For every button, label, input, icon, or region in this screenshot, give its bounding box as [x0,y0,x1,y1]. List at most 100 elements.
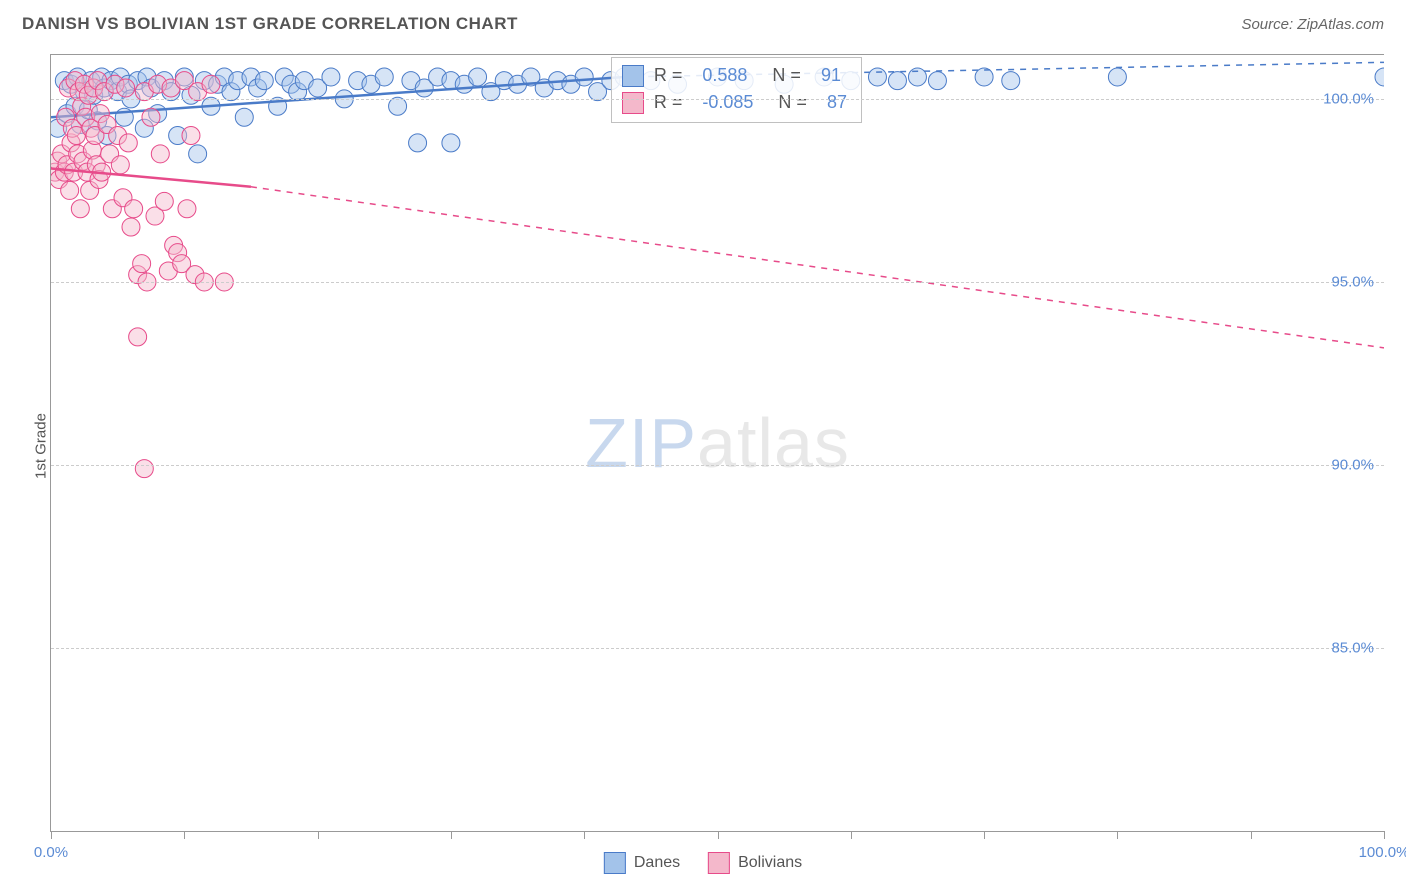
chart-title: DANISH VS BOLIVIAN 1ST GRADE CORRELATION… [22,14,518,34]
data-point [1108,68,1126,86]
data-point [90,170,108,188]
data-point [173,255,191,273]
stat-swatch [622,92,644,114]
data-point [442,72,460,90]
data-point [117,79,135,97]
data-point [125,200,143,218]
data-point [142,108,160,126]
chart-svg [51,55,1384,831]
data-point [549,72,567,90]
data-point [135,119,153,137]
trend-line-solid [51,77,624,117]
data-point [149,75,167,93]
y-axis-label: 1st Grade [32,413,49,479]
x-tick [584,831,585,839]
data-point [79,101,97,119]
data-point [589,83,607,101]
data-point [349,72,367,90]
watermark: ZIPatlas [585,403,850,483]
chart-header: DANISH VS BOLIVIAN 1ST GRADE CORRELATION… [0,0,1406,44]
gridline [51,465,1384,466]
data-point [146,207,164,225]
data-point [61,181,79,199]
data-point [275,68,293,86]
data-point [70,83,88,101]
data-point [55,72,73,90]
data-point [71,116,89,134]
data-point [81,181,99,199]
data-point [89,112,107,130]
chart-source: Source: ZipAtlas.com [1241,16,1384,33]
data-point [79,86,97,104]
data-point [209,75,227,93]
data-point [58,156,76,174]
data-point [87,156,105,174]
data-point [53,145,71,163]
data-point [182,127,200,145]
data-point [75,83,93,101]
data-point [169,127,187,145]
data-point [175,68,193,86]
data-point [402,72,420,90]
data-point [111,68,129,86]
data-point [928,72,946,90]
data-point [63,119,81,137]
x-tick-label: 100.0% [1359,844,1406,861]
data-point [235,108,253,126]
data-point [222,83,240,101]
data-point [102,72,120,90]
data-point [1375,68,1384,86]
data-point [186,266,204,284]
data-point [77,108,95,126]
y-tick-label: 90.0% [1331,456,1374,473]
data-point [66,97,84,115]
data-point [103,200,121,218]
data-point [169,244,187,262]
data-point [159,262,177,280]
data-point [888,72,906,90]
data-point [51,163,64,181]
data-point [189,83,207,101]
stat-n-label: N = [757,62,811,89]
x-tick-label: 0.0% [34,844,68,861]
data-point [178,200,196,218]
correlation-stat-box: R = 0.588 N = 91R = -0.085 N = 87 [611,57,862,123]
data-point [162,79,180,97]
data-point [175,72,193,90]
stat-row: R = -0.085 N = 87 [622,89,847,116]
data-point [282,75,300,93]
data-point [242,68,260,86]
data-point [119,134,137,152]
data-point [91,105,109,123]
data-point [429,68,447,86]
x-tick [318,831,319,839]
data-point [149,105,167,123]
stat-r-value: 0.588 [702,62,747,89]
data-point [155,192,173,210]
data-point [106,75,124,93]
gridline [51,282,1384,283]
data-point [455,75,473,93]
data-point [155,72,173,90]
trend-line-dashed [251,187,1384,348]
watermark-zip: ZIP [585,404,697,482]
data-point [389,97,407,115]
data-point [535,79,553,97]
data-point [409,134,427,152]
data-point [75,75,93,93]
stat-r-label: R = [654,62,693,89]
data-point [129,72,147,90]
data-point [215,68,233,86]
legend-label: Danes [634,854,680,872]
data-point [509,75,527,93]
data-point [55,163,73,181]
data-point [111,156,129,174]
data-point [51,119,67,137]
stat-n-value: 87 [827,89,847,116]
data-point [66,72,84,90]
data-point [255,72,273,90]
data-point [93,163,111,181]
data-point [189,145,207,163]
data-point [138,68,156,86]
legend-swatch [604,852,626,874]
